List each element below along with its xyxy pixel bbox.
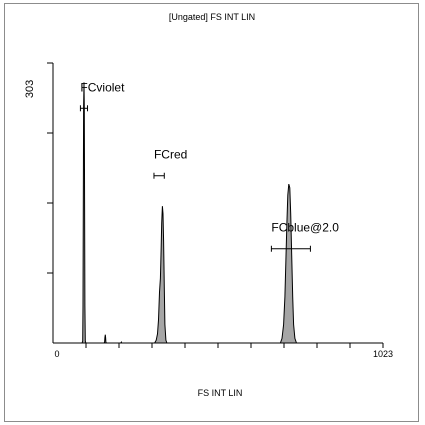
x-tick-label-max: 1023: [373, 349, 393, 359]
marker-label-0: FCviolet: [80, 80, 125, 94]
histogram-fill-0: [53, 82, 383, 344]
plot-panel: [4, 3, 419, 422]
marker-label-1: FCred: [154, 148, 187, 162]
chart-title: [Ungated] FS INT LIN: [169, 12, 255, 22]
histogram-outline-0: [53, 82, 383, 344]
x-axis-label: FS INT LIN: [198, 388, 243, 398]
y-tick-label-max: 303: [24, 80, 36, 98]
marker-label-2: FCblue@2.0: [271, 221, 339, 235]
x-tick-label-min: 0: [54, 349, 59, 359]
plot-area: FCviolet FCred FCblue@2.0: [47, 62, 384, 348]
